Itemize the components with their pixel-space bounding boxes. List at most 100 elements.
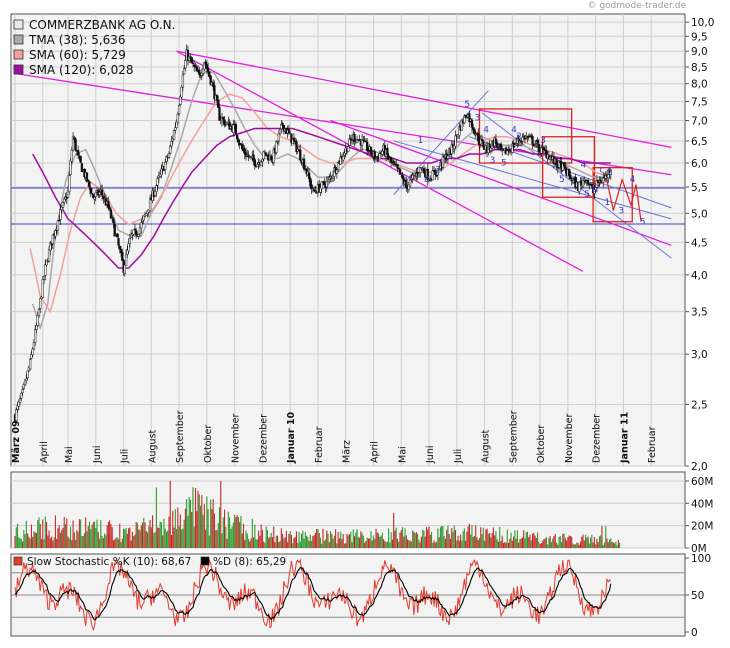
candle-body bbox=[118, 246, 121, 250]
candle-body bbox=[281, 123, 284, 126]
wave-label: 4 bbox=[630, 175, 636, 185]
candle-body bbox=[567, 168, 571, 176]
wave-label: 2 bbox=[435, 165, 441, 175]
candle-body bbox=[213, 85, 216, 100]
candle-body bbox=[408, 179, 412, 187]
candle-body bbox=[436, 168, 440, 176]
candle-body bbox=[456, 134, 460, 138]
candle-body bbox=[531, 136, 534, 145]
candle-body bbox=[290, 133, 293, 144]
candle-body bbox=[310, 184, 313, 189]
candle-body bbox=[190, 57, 193, 64]
candle-body bbox=[36, 315, 39, 326]
candle-body bbox=[253, 159, 256, 167]
candle-body bbox=[355, 138, 359, 143]
candle-body bbox=[16, 405, 19, 410]
candle-body bbox=[74, 138, 77, 151]
candle-body bbox=[54, 230, 57, 237]
candle-body bbox=[174, 127, 177, 131]
month-label: Juni bbox=[425, 446, 436, 464]
candle-body bbox=[243, 148, 246, 155]
candle-body bbox=[282, 125, 286, 132]
candle-body bbox=[108, 207, 111, 210]
month-label: Dezember bbox=[258, 414, 269, 463]
candle-body bbox=[431, 170, 434, 181]
price-tick-label: 6,0 bbox=[691, 158, 708, 170]
candle-body bbox=[435, 174, 438, 177]
candle-body bbox=[119, 248, 123, 253]
candle-body bbox=[521, 136, 524, 142]
candle-body bbox=[497, 145, 500, 147]
wave-label: 5 bbox=[559, 175, 565, 185]
candle-body bbox=[595, 180, 599, 188]
candle-body bbox=[378, 153, 381, 160]
elliott-box bbox=[541, 136, 596, 198]
candle-body bbox=[92, 193, 95, 199]
candle-body bbox=[343, 152, 346, 156]
month-label: März 09 bbox=[11, 420, 22, 463]
candle-body bbox=[508, 150, 511, 152]
candle-body bbox=[517, 138, 520, 142]
wave-label: 5 bbox=[464, 100, 470, 110]
candle-body bbox=[562, 162, 566, 167]
candle-body bbox=[103, 197, 106, 199]
stochastic-legend: Slow Stochastic %K (10): 68,67 %D (8): 65… bbox=[13, 556, 286, 568]
candle-body bbox=[441, 155, 445, 168]
candle-body bbox=[499, 143, 503, 151]
candle-body bbox=[474, 134, 477, 136]
candle-body bbox=[133, 228, 137, 230]
candle-body bbox=[364, 140, 368, 143]
candle-body bbox=[579, 180, 582, 183]
month-label: September bbox=[508, 410, 519, 463]
legend-label: SMA (120): 6,028 bbox=[29, 63, 133, 77]
candle-body bbox=[537, 144, 540, 152]
stochastic-panel: 100 50 0 Slow Stochastic %K (10): 68,67 %D … bbox=[10, 553, 711, 639]
volume-tick-label: 60M bbox=[691, 476, 713, 488]
candle-body bbox=[212, 82, 215, 87]
candle-body bbox=[270, 155, 273, 161]
volume-bars bbox=[14, 480, 621, 548]
candle-body bbox=[463, 115, 466, 124]
price-tick-label: 5,5 bbox=[691, 182, 708, 194]
candle-body bbox=[305, 168, 308, 174]
stochastic-tick-label: 50 bbox=[691, 590, 704, 602]
candle-body bbox=[217, 99, 220, 108]
candle-body bbox=[473, 128, 476, 135]
candle-body bbox=[470, 119, 474, 128]
price-tick-label: 9,5 bbox=[691, 31, 708, 43]
candle-body bbox=[278, 128, 282, 135]
candle-body bbox=[128, 237, 132, 245]
month-label: Juli bbox=[453, 449, 464, 464]
candle-body bbox=[482, 140, 485, 148]
candle-body bbox=[313, 189, 316, 192]
month-label: Januar 10 bbox=[286, 412, 297, 464]
price-tick-label: 10,0 bbox=[691, 17, 714, 29]
candle-body bbox=[353, 134, 356, 142]
sma60-line bbox=[29, 93, 612, 314]
candle-body bbox=[374, 158, 378, 160]
candle-body bbox=[280, 123, 283, 130]
candle-body bbox=[570, 179, 573, 181]
candle-body bbox=[126, 249, 129, 255]
candle-body bbox=[65, 196, 68, 199]
candle-body bbox=[176, 113, 179, 124]
candle-body bbox=[578, 182, 581, 192]
candle-body bbox=[533, 144, 537, 146]
candle-body bbox=[419, 167, 422, 173]
candle-body bbox=[542, 147, 546, 151]
candle-body bbox=[331, 174, 335, 179]
candle-body bbox=[237, 139, 240, 143]
candle-body bbox=[94, 192, 97, 197]
candle-body bbox=[460, 119, 463, 131]
stochastic-grid bbox=[11, 572, 685, 618]
candle-body bbox=[386, 147, 389, 156]
month-label: April bbox=[39, 441, 50, 463]
price-tick-label: 3,0 bbox=[691, 349, 708, 361]
candle-body bbox=[209, 75, 212, 85]
price-grid bbox=[11, 14, 685, 467]
wave-label: 5 bbox=[640, 218, 646, 228]
candle-body bbox=[186, 50, 190, 61]
month-label: August bbox=[147, 429, 158, 463]
